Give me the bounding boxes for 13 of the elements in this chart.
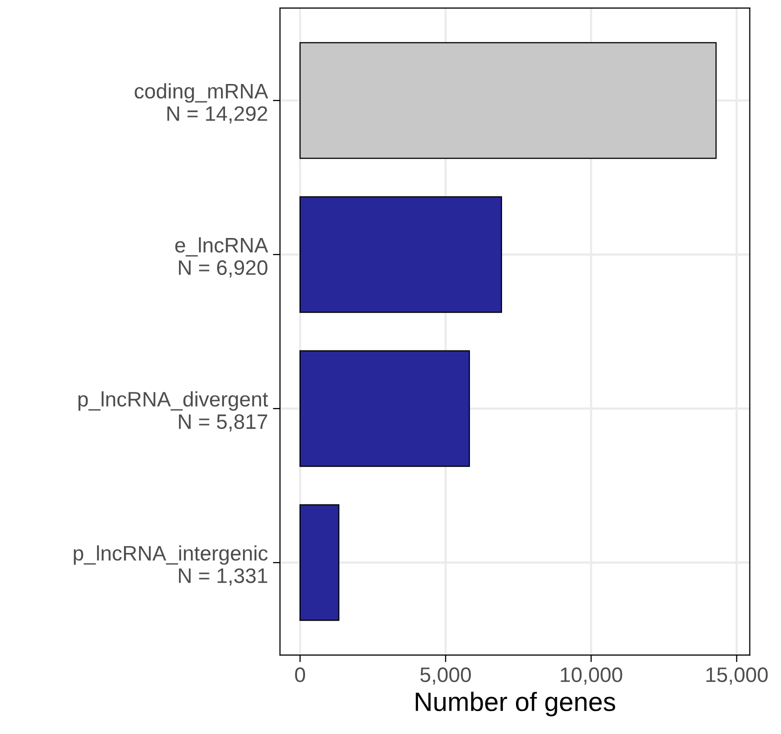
bar	[300, 504, 340, 621]
x-tick-label: 15,000	[706, 667, 768, 685]
x-tick-label: 10,000	[560, 667, 622, 685]
bar	[300, 350, 470, 467]
bar	[300, 196, 502, 313]
y-tick-label: e_lncRNA N = 6,920	[175, 237, 268, 278]
bar	[300, 42, 717, 159]
y-tick-label: coding_mRNA N = 14,292	[134, 83, 268, 124]
x-axis-title: Number of genes	[416, 692, 616, 716]
x-tick-label: 5,000	[420, 667, 471, 685]
y-tick-label: p_lncRNA_intergenic N = 1,331	[74, 545, 268, 586]
y-tick-label: p_lncRNA_divergent N = 5,817	[78, 391, 268, 432]
x-tick-label: 0	[295, 667, 306, 682]
